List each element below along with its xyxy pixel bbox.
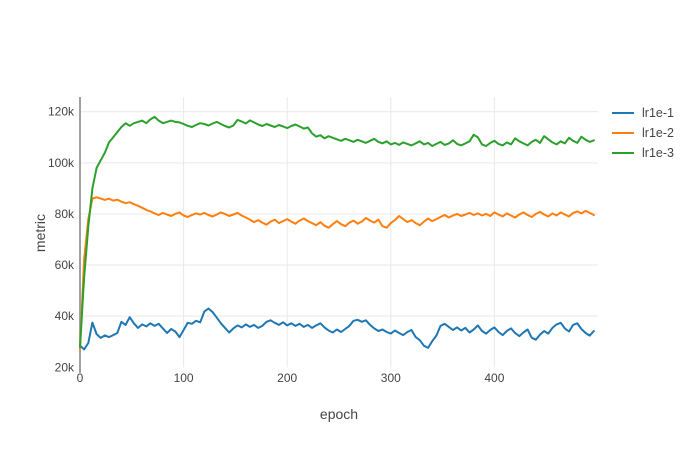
legend-item-lr1e-3[interactable]: lr1e-3 [612, 143, 674, 163]
series-line-lr1e-1 [79, 307, 595, 351]
legend-label: lr1e-2 [642, 126, 674, 140]
series-line-lr1e-3 [79, 115, 595, 348]
y-axis-title: metric [32, 213, 48, 253]
y-tick-label: 100k [48, 156, 75, 170]
y-tick-label: 20k [55, 360, 75, 374]
legend-line-swatch [612, 112, 634, 114]
y-tick-label: 60k [55, 258, 75, 272]
legend-item-lr1e-2[interactable]: lr1e-2 [612, 123, 674, 143]
legend-label: lr1e-3 [642, 146, 674, 160]
x-tick-label: 100 [174, 371, 194, 385]
y-tick-label: 120k [48, 105, 75, 119]
x-tick-label: 300 [381, 371, 401, 385]
legend-label: lr1e-1 [642, 106, 674, 120]
x-tick-label: 200 [277, 371, 297, 385]
y-tick-label: 80k [55, 207, 75, 221]
legend: lr1e-1 lr1e-2 lr1e-3 [612, 103, 674, 163]
x-axis-title: epoch [319, 406, 359, 422]
x-tick-label: 400 [484, 371, 504, 385]
x-tick-label: 0 [77, 371, 84, 385]
legend-line-swatch [612, 152, 634, 154]
series-line-lr1e-2 [79, 196, 595, 351]
legend-line-swatch [612, 132, 634, 134]
y-tick-label: 40k [55, 309, 75, 323]
legend-item-lr1e-1[interactable]: lr1e-1 [612, 103, 674, 123]
